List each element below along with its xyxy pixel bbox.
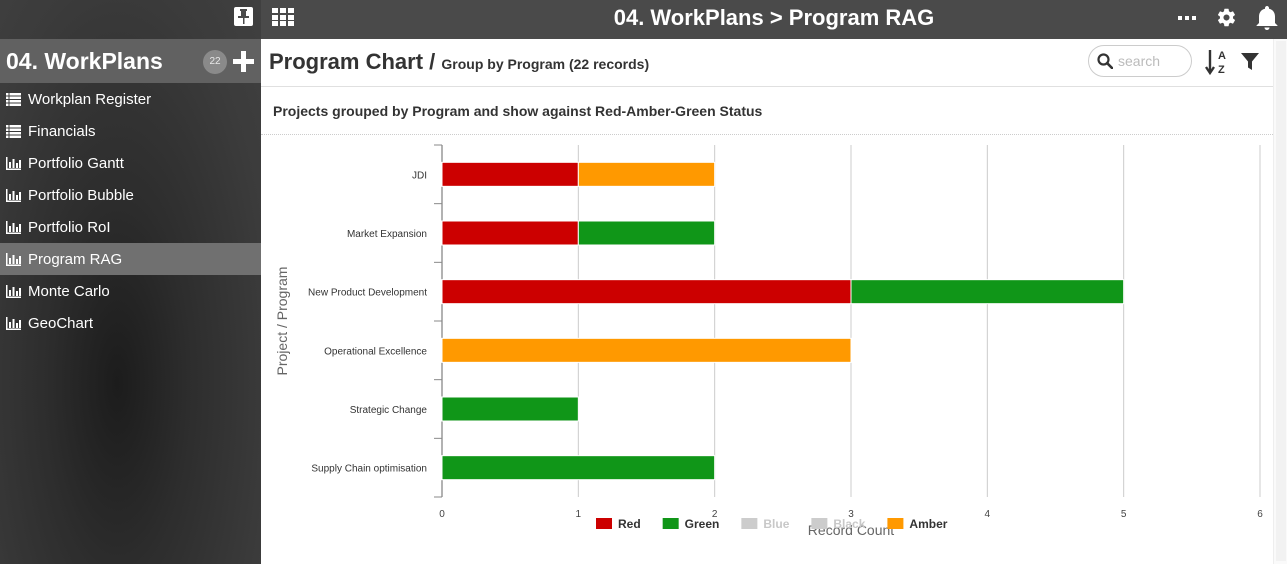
bar-red xyxy=(441,279,852,305)
bar-chart-icon xyxy=(6,253,21,266)
bar-green xyxy=(441,396,579,422)
bar-chart-icon xyxy=(6,157,21,170)
y-tick-label: Operational Excellence xyxy=(324,346,427,357)
top-bar: 04. WorkPlans > Program RAG xyxy=(261,0,1287,39)
svg-text:Z: Z xyxy=(1218,64,1225,76)
legend-label-blue: Blue xyxy=(763,517,789,531)
content-header: Program Chart / Group by Program (22 rec… xyxy=(261,39,1273,87)
filter-icon[interactable] xyxy=(1240,52,1260,72)
x-tick-label: 6 xyxy=(1257,509,1263,520)
apps-grid-icon[interactable] xyxy=(272,8,294,26)
bar-amber xyxy=(441,337,852,363)
bar-amber xyxy=(577,161,716,187)
legend-label-amber: Amber xyxy=(909,517,947,531)
search-input[interactable] xyxy=(1118,52,1186,70)
x-tick-label: 4 xyxy=(985,509,991,520)
bar-red xyxy=(441,161,579,187)
svg-text:A: A xyxy=(1218,50,1226,62)
y-tick-label: JDI xyxy=(412,170,427,181)
sidebar-item-label: Portfolio RoI xyxy=(28,219,111,236)
legend-label-red: Red xyxy=(618,517,641,531)
y-tick-label: Supply Chain optimisation xyxy=(311,464,427,475)
scrollbar-thumb[interactable] xyxy=(1276,41,1286,561)
sidebar-item-portfolio-gantt[interactable]: Portfolio Gantt xyxy=(0,147,261,179)
sidebar-item-portfolio-bubble[interactable]: Portfolio Bubble xyxy=(0,179,261,211)
sidebar-title: 04. WorkPlans xyxy=(6,48,163,74)
x-tick-label: 0 xyxy=(439,509,445,520)
bar-green xyxy=(577,220,716,246)
sidebar-item-label: Portfolio Bubble xyxy=(28,187,134,204)
sidebar-nav: Workplan Register Financials Portfolio G… xyxy=(0,83,261,339)
chart-heading-subtitle: Group by Program (22 records) xyxy=(441,56,650,72)
sidebar-item-label: Portfolio Gantt xyxy=(28,155,124,172)
chart-heading-title: Program Chart / xyxy=(269,49,436,74)
y-tick-label: Strategic Change xyxy=(350,405,428,416)
more-icon[interactable] xyxy=(1178,16,1196,21)
search-icon xyxy=(1097,53,1113,69)
legend-swatch-blue xyxy=(741,518,758,529)
list-icon xyxy=(6,125,21,138)
bar-chart-icon xyxy=(6,285,21,298)
chart-description: Projects grouped by Program and show aga… xyxy=(273,103,763,119)
add-icon[interactable] xyxy=(233,51,254,72)
chart-heading: Program Chart / Group by Program (22 rec… xyxy=(269,49,649,75)
sidebar: 04. WorkPlans 22 Workplan Register Finan… xyxy=(0,0,261,564)
x-tick-label: 2 xyxy=(712,509,718,520)
y-tick-label: New Product Development xyxy=(308,288,427,299)
legend-swatch-black xyxy=(811,518,828,529)
x-axis-title: Record Count xyxy=(808,522,894,538)
sort-alpha-icon[interactable]: A Z xyxy=(1205,48,1231,76)
sidebar-top xyxy=(0,0,261,39)
legend-swatch-red xyxy=(596,518,612,529)
gear-icon[interactable] xyxy=(1216,7,1237,28)
x-tick-label: 1 xyxy=(576,509,582,520)
legend-swatch-amber xyxy=(887,518,904,529)
x-tick-label: 5 xyxy=(1121,509,1127,520)
sidebar-item-program-rag[interactable]: Program RAG xyxy=(0,243,261,275)
sidebar-item-label: Workplan Register xyxy=(28,91,152,108)
sidebar-item-label: Program RAG xyxy=(28,251,123,268)
sidebar-item-label: Financials xyxy=(28,123,96,140)
legend-label-black: Black xyxy=(833,517,865,531)
scrollbar[interactable] xyxy=(1273,39,1287,564)
bar-green xyxy=(850,279,1125,305)
bar-chart-icon xyxy=(6,317,21,330)
sidebar-item-geochart[interactable]: GeoChart xyxy=(0,307,261,339)
y-tick-label: Market Expansion xyxy=(347,229,427,240)
bar-green xyxy=(441,455,716,481)
sidebar-item-financials[interactable]: Financials xyxy=(0,115,261,147)
program-rag-chart: 0 1 2 3 4 5 6 JDI Market Expansion New Product De… xyxy=(274,144,1263,538)
search-box[interactable] xyxy=(1088,45,1192,77)
page-title: 04. WorkPlans > Program RAG xyxy=(613,5,935,30)
list-icon xyxy=(6,93,21,106)
sidebar-item-workplan-register[interactable]: Workplan Register xyxy=(0,83,261,115)
pin-icon[interactable] xyxy=(234,7,253,26)
main-content: Program Chart / Group by Program (22 rec… xyxy=(261,39,1273,564)
divider xyxy=(261,134,1273,135)
bell-icon[interactable] xyxy=(1256,6,1278,30)
bar-red xyxy=(441,220,579,246)
x-tick-label: 3 xyxy=(848,509,854,520)
sidebar-item-label: Monte Carlo xyxy=(28,283,110,300)
sidebar-item-label: GeoChart xyxy=(28,315,94,332)
legend-swatch-green xyxy=(662,518,679,529)
sidebar-item-monte-carlo[interactable]: Monte Carlo xyxy=(0,275,261,307)
sidebar-item-portfolio-roi[interactable]: Portfolio RoI xyxy=(0,211,261,243)
bar-chart-icon xyxy=(6,189,21,202)
record-count-badge: 22 xyxy=(203,50,227,74)
bar-chart-icon xyxy=(6,221,21,234)
legend-label-green: Green xyxy=(685,517,720,531)
y-axis-title: Project / Program xyxy=(274,267,290,376)
